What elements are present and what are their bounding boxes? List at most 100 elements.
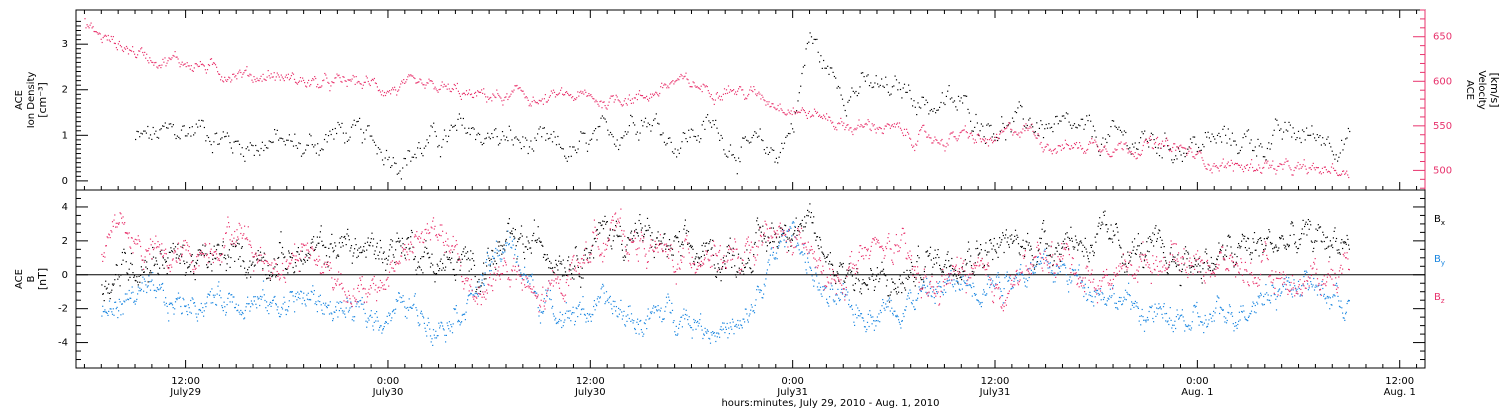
bx-series-point [283,257,285,259]
by-series-point [637,323,639,325]
density-series-point [1137,148,1139,150]
density-series-point [850,96,852,98]
density-series-point [484,138,486,140]
bx-series-point [804,226,806,228]
bx-series-point [731,254,734,256]
velocity-series-point [669,83,671,85]
velocity-series-point [281,76,283,78]
velocity-series-point [277,74,279,76]
bx-series-point [557,269,559,271]
velocity-series-point [825,118,827,120]
velocity-series-point [566,91,568,93]
velocity-series-point [543,98,545,100]
velocity-series-point [542,103,544,105]
bx-series-point [1255,249,1257,251]
velocity-series-point [883,128,885,130]
bx-series-point [1254,249,1256,251]
velocity-series-point [1055,152,1057,154]
bx-series-point [813,232,815,234]
by-series-point [492,257,494,259]
by-series-point [300,291,303,293]
bx-series-point [1283,244,1285,246]
velocity-series-point [865,122,867,125]
bx-series-point [128,268,130,270]
bx-series-point [709,239,712,241]
density-series-point [162,125,164,127]
by-series-point [453,308,455,310]
by-series-point [454,308,457,310]
velocity-series-point [1045,145,1047,148]
bx-series-point [457,259,459,261]
velocity-series-point [700,85,702,87]
density-series-point [1254,146,1256,148]
velocity-series-point [212,62,215,64]
by-series-point [734,325,737,327]
by-series-point [598,301,600,303]
by-series-point [455,305,457,307]
bx-series-point [1067,236,1069,238]
velocity-series-point [551,92,554,94]
density-series-point [136,130,138,132]
velocity-series-point [1003,130,1005,132]
velocity-series-point [347,79,349,81]
density-series-point [1231,132,1233,134]
by-series-point [159,284,161,286]
by-series-point [754,304,756,306]
by-series-point [596,305,598,307]
density-series-point [178,136,180,138]
bx-series-point [1317,224,1319,226]
bx-series-point [143,271,145,273]
bx-series-point [1334,227,1336,229]
bx-series-point [843,280,845,282]
velocity-series-point [510,93,512,95]
by-series-point [240,309,242,312]
bx-series-point [635,228,637,231]
velocity-series-point [234,76,236,78]
by-series-point [525,274,527,276]
density-series-point [773,149,775,151]
by-series-point [621,318,623,320]
by-series-point [122,313,124,315]
density-series-point [379,148,381,150]
density-series-point [309,133,311,135]
bx-series-point [1178,269,1180,271]
velocity-series-point [362,84,364,86]
density-series-point [468,127,470,129]
velocity-series-point [257,79,259,81]
bx-series-point [1291,222,1294,224]
bx-series-point [312,241,314,243]
velocity-series-point [596,101,598,103]
bx-series-point [880,270,882,272]
bx-series-point [992,258,994,261]
bx-series-point [1044,230,1046,232]
density-series-point [210,144,212,146]
by-series-point [703,334,705,336]
by-series-point [152,284,155,286]
density-series-point [786,135,788,137]
by-series-point [513,238,515,240]
velocity-series-point [918,133,920,135]
velocity-series-point [642,97,645,99]
density-series-point [952,101,954,103]
velocity-series-point [1133,155,1135,158]
bx-series-point [1006,241,1008,243]
bx-series-point [1069,239,1071,241]
velocity-series-point [576,97,578,99]
by-series-point [811,275,813,277]
velocity-series-point [188,65,190,67]
bx-series-point [706,242,708,244]
bx-series-point [252,261,254,263]
velocity-series-point [1098,150,1100,152]
density-series-point [319,149,321,152]
velocity-series-point [1215,165,1217,167]
by-series-point [413,303,415,305]
bx-series-point [1216,259,1218,261]
bx-series-point [710,248,712,250]
by-series-point [637,318,639,320]
velocity-series-point [1219,165,1221,167]
by-series-point [805,269,807,271]
density-series-point [823,59,825,62]
velocity-series-point [572,96,574,98]
density-series-point [334,127,336,130]
bx-series-point [395,241,397,243]
